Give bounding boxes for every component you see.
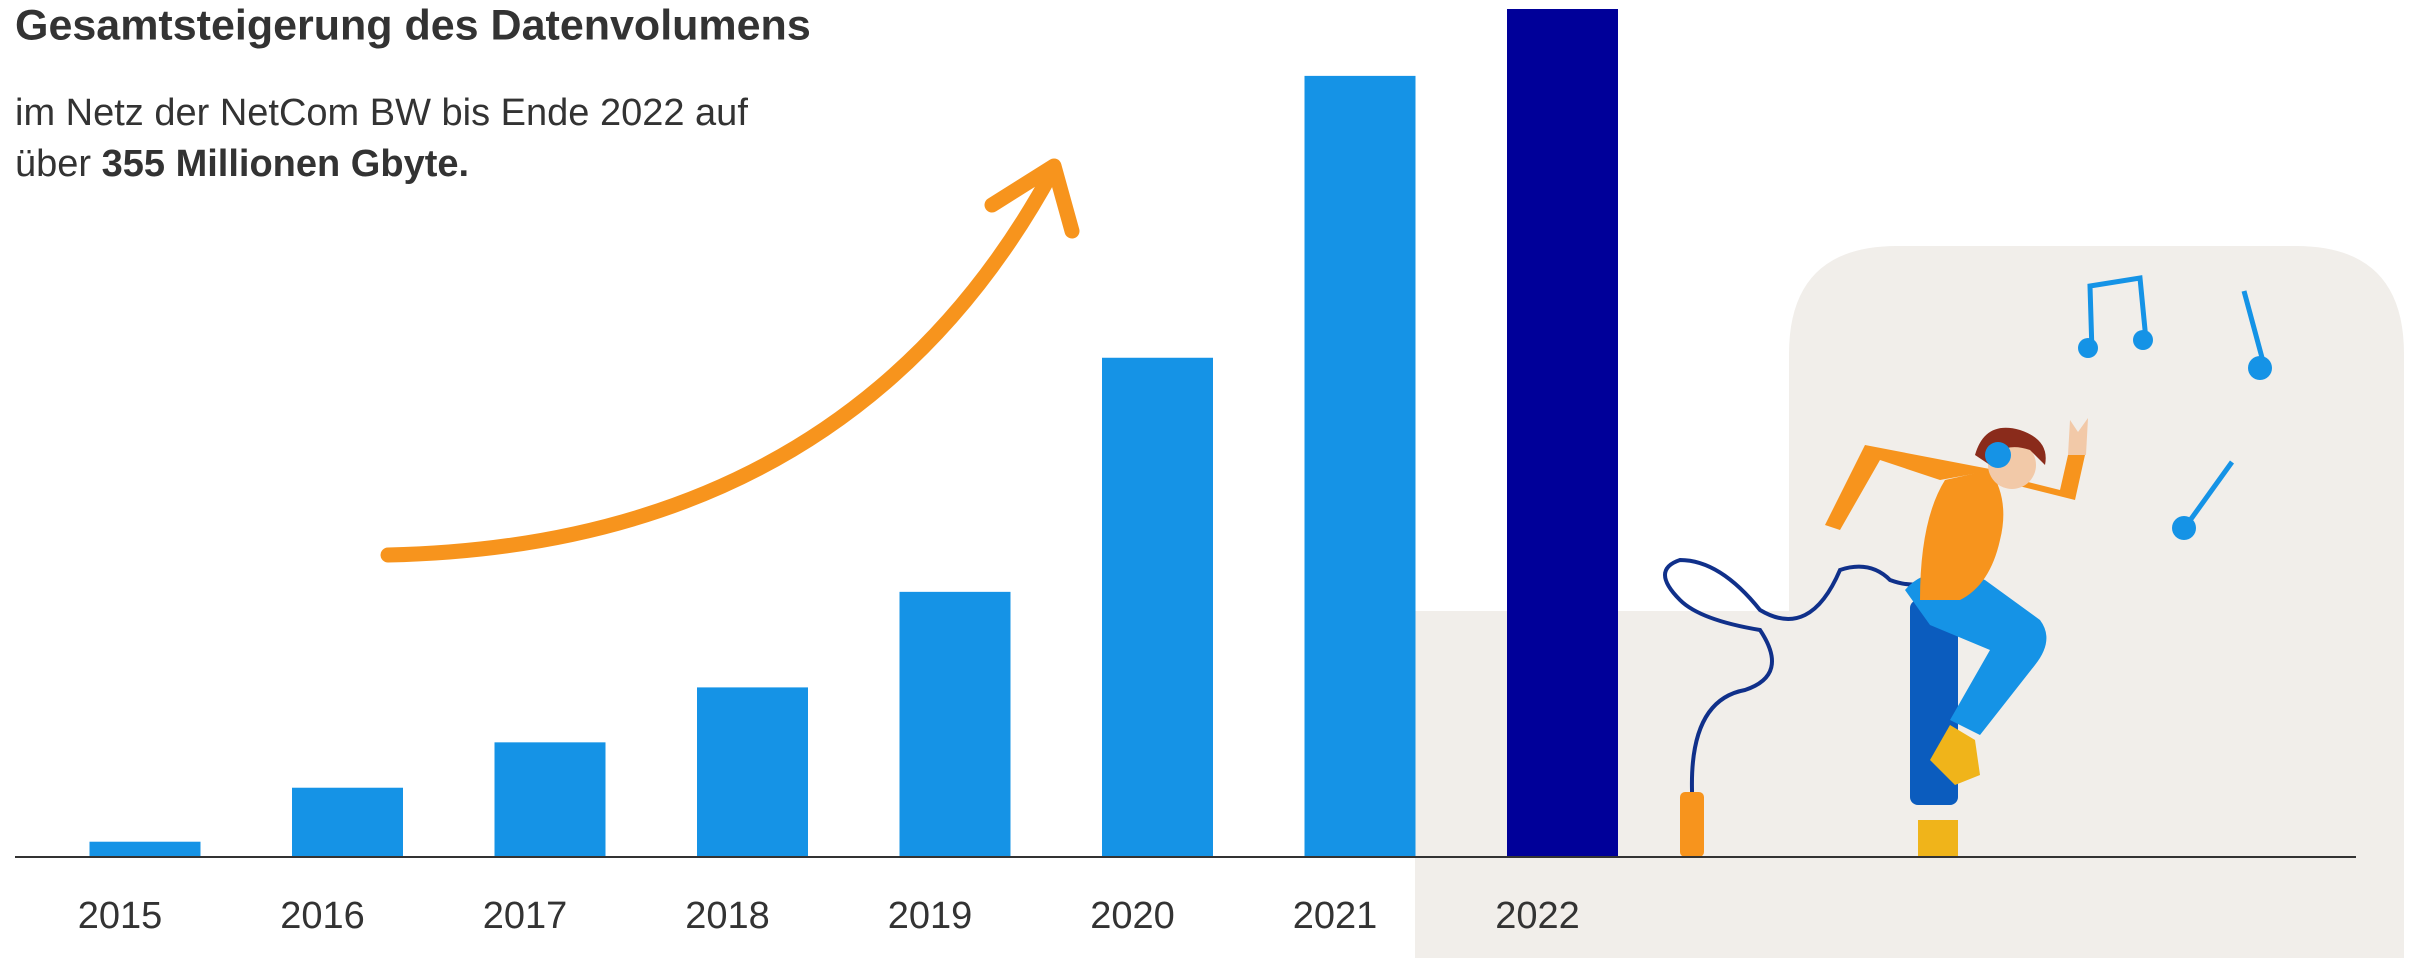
shoe-back: [1918, 820, 1958, 857]
bar: [1304, 75, 1416, 857]
music-notes: [2087, 275, 2267, 528]
bar: [89, 841, 201, 857]
x-tick-label: 2018: [685, 895, 770, 937]
bar: [292, 787, 403, 857]
background-shape: [1415, 246, 2404, 958]
note-head: [2248, 356, 2272, 380]
note-head: [2172, 516, 2196, 540]
headphone: [1985, 442, 2011, 468]
note-heads: [2078, 330, 2272, 540]
shoe-front: [1930, 725, 1980, 785]
x-tick-label: 2020: [1090, 895, 1175, 937]
note-3: [2183, 460, 2235, 528]
x-tick-label: 2022: [1495, 895, 1580, 937]
plug: [1680, 792, 1704, 857]
subtitle: im Netz der NetCom BW bis Ende 2022 auf: [15, 92, 748, 134]
hand: [2068, 418, 2088, 455]
note-2: [2241, 290, 2267, 366]
subtitle-line: über 355 Millionen Gbyte.: [15, 143, 469, 185]
note-head: [2133, 330, 2153, 350]
illustration: [1663, 275, 2272, 857]
x-tick-label: 2017: [483, 895, 568, 937]
decor-panel: [1415, 246, 2404, 958]
subtitle-emphasis: 355 Millionen Gbyte.: [102, 143, 469, 185]
chart-title: Gesamtsteigerung des Datenvolumens: [15, 1, 811, 49]
bar: [697, 687, 808, 857]
x-tick-label: 2015: [78, 895, 163, 937]
bar: [1102, 357, 1213, 857]
x-tick-label: 2021: [1293, 895, 1378, 937]
note-head: [2078, 338, 2098, 358]
arrow-curve: [380, 162, 1061, 563]
leg-front: [1905, 572, 2047, 735]
bar: [494, 742, 606, 857]
arrow-head: [984, 158, 1080, 239]
bar: [1507, 9, 1618, 857]
torso: [1920, 470, 2004, 600]
growth-arrow: [380, 158, 1080, 563]
note-1: [2087, 275, 2149, 353]
x-tick-label: 2019: [888, 895, 973, 937]
x-tick-label: 2016: [280, 895, 365, 937]
subtitle-text: über: [15, 143, 91, 185]
arm-left: [1825, 445, 1995, 530]
arm-right: [1995, 455, 2085, 500]
bar: [899, 591, 1011, 857]
